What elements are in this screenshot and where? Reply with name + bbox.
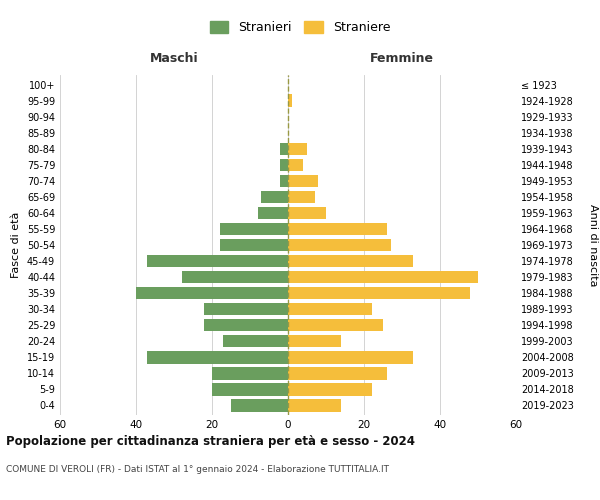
- Bar: [220, 238, 288, 252]
- Bar: [288, 351, 413, 364]
- Bar: [280, 142, 288, 155]
- Text: Popolazione per cittadinanza straniera per età e sesso - 2024: Popolazione per cittadinanza straniera p…: [6, 435, 415, 448]
- Text: Maschi: Maschi: [149, 52, 199, 65]
- Bar: [288, 142, 307, 155]
- Y-axis label: Anni di nascita: Anni di nascita: [587, 204, 598, 286]
- Y-axis label: Fasce di età: Fasce di età: [11, 212, 21, 278]
- Bar: [288, 399, 341, 411]
- Bar: [220, 222, 288, 235]
- Text: COMUNE DI VEROLI (FR) - Dati ISTAT al 1° gennaio 2024 - Elaborazione TUTTITALIA.: COMUNE DI VEROLI (FR) - Dati ISTAT al 1°…: [6, 465, 389, 474]
- Bar: [288, 255, 413, 268]
- Bar: [148, 255, 288, 268]
- Bar: [231, 399, 288, 411]
- Bar: [288, 206, 326, 219]
- Bar: [288, 383, 371, 396]
- Bar: [288, 335, 341, 347]
- Bar: [280, 158, 288, 171]
- Bar: [288, 174, 319, 187]
- Bar: [288, 238, 391, 252]
- Bar: [288, 319, 383, 332]
- Bar: [288, 271, 478, 283]
- Bar: [148, 351, 288, 364]
- Legend: Stranieri, Straniere: Stranieri, Straniere: [205, 16, 395, 40]
- Bar: [205, 319, 288, 332]
- Bar: [182, 271, 288, 283]
- Bar: [288, 367, 387, 380]
- Bar: [212, 383, 288, 396]
- Bar: [288, 287, 470, 300]
- Bar: [288, 222, 387, 235]
- Bar: [288, 190, 314, 203]
- Text: Femmine: Femmine: [370, 52, 434, 65]
- Bar: [223, 335, 288, 347]
- Bar: [205, 303, 288, 316]
- Bar: [280, 174, 288, 187]
- Bar: [136, 287, 288, 300]
- Bar: [288, 158, 303, 171]
- Bar: [262, 190, 288, 203]
- Bar: [257, 206, 288, 219]
- Bar: [288, 94, 292, 107]
- Bar: [212, 367, 288, 380]
- Bar: [288, 303, 371, 316]
